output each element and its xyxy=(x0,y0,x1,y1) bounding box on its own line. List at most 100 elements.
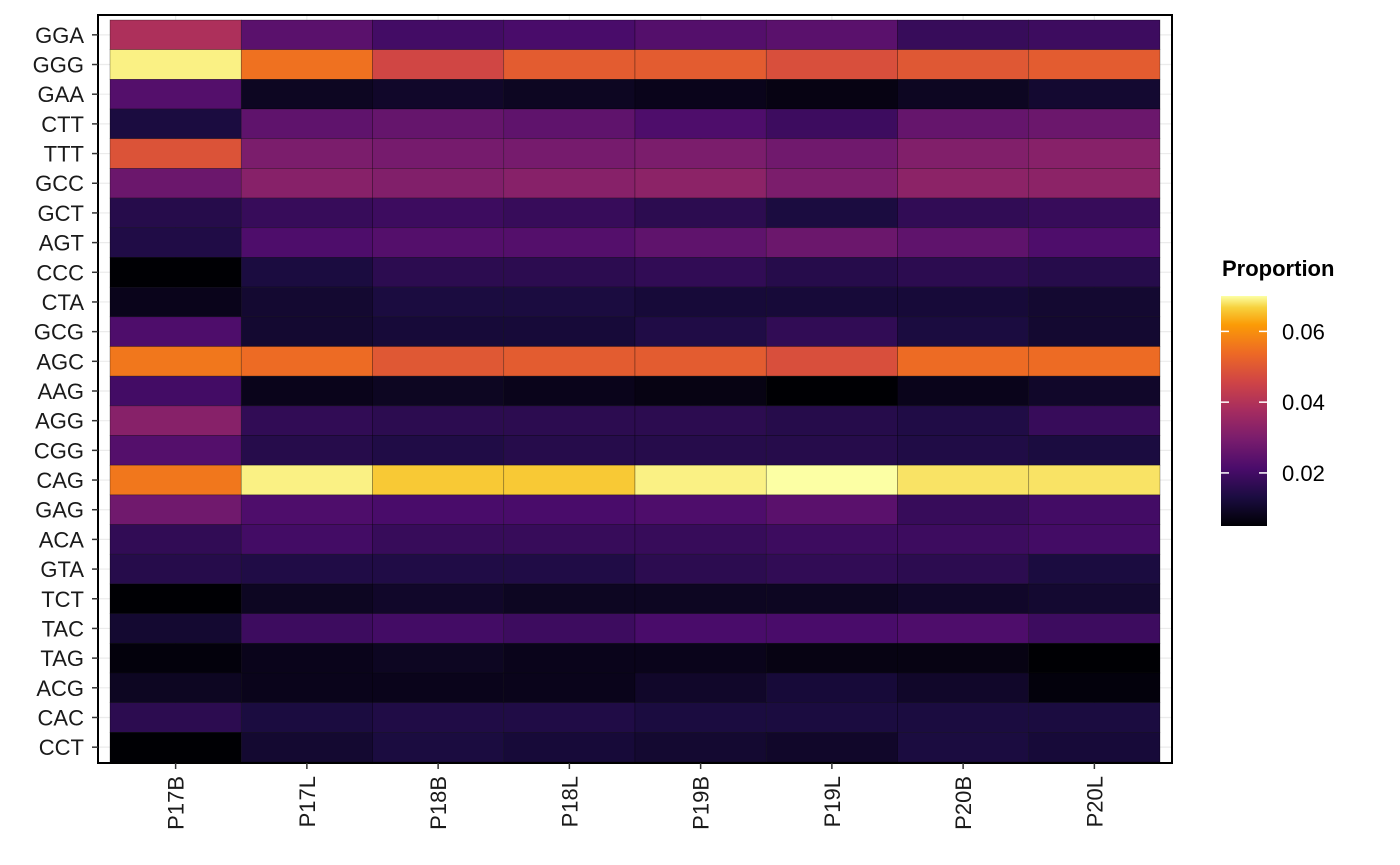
heatmap-cell xyxy=(634,168,767,199)
heatmap-cell xyxy=(240,19,373,50)
heatmap-cell xyxy=(372,316,505,347)
heatmap-cell xyxy=(109,108,242,140)
heatmap-cell xyxy=(897,375,1030,407)
heatmap-cell xyxy=(372,108,505,140)
heatmap-cell xyxy=(240,583,373,614)
colorbar-ticks: 0.02 0.04 0.06 xyxy=(1221,319,1325,486)
heatmap-cell xyxy=(765,108,898,140)
heatmap-cell xyxy=(897,138,1030,169)
heatmap-cell xyxy=(503,316,636,347)
colorbar-tick-label: 0.02 xyxy=(1282,461,1325,486)
heatmap-cell xyxy=(765,672,898,703)
heatmap-cell xyxy=(240,316,373,347)
heatmap-cell xyxy=(372,732,505,763)
heatmap-cell xyxy=(634,672,767,703)
heatmap-cell xyxy=(240,672,373,703)
heatmap-cell xyxy=(109,553,242,585)
heatmap-cell xyxy=(372,197,505,229)
heatmap-cell xyxy=(897,553,1030,585)
heatmap-cell xyxy=(897,494,1030,525)
heatmap-cell xyxy=(109,138,242,169)
y-tick-label: ACA xyxy=(39,527,85,552)
heatmap-cell xyxy=(503,435,636,466)
heatmap-cell xyxy=(634,286,767,318)
heatmap-cell xyxy=(109,79,242,110)
heatmap-cell xyxy=(503,257,636,288)
heatmap-cell xyxy=(109,583,242,614)
heatmap-cell xyxy=(503,405,636,436)
heatmap-cell xyxy=(503,702,636,733)
y-tick-label: CCT xyxy=(39,735,84,760)
heatmap-cell xyxy=(109,672,242,703)
heatmap-cell xyxy=(240,49,373,80)
heatmap-cell xyxy=(503,642,636,674)
y-tick-label: AAG xyxy=(38,379,84,404)
heatmap-cell xyxy=(503,732,636,763)
heatmap-cell xyxy=(240,346,373,377)
heatmap-cell xyxy=(897,168,1030,199)
heatmap-cell xyxy=(897,464,1030,496)
colorbar-title: Proportion xyxy=(1222,256,1334,281)
y-tick-label: TAC xyxy=(42,616,84,641)
y-tick-label: TAG xyxy=(40,646,84,671)
heatmap-cell xyxy=(109,494,242,525)
heatmap-cell xyxy=(765,583,898,614)
heatmap-cell xyxy=(897,316,1030,347)
heatmap-cell xyxy=(109,464,242,496)
heatmap-cell xyxy=(897,435,1030,466)
heatmap-cell xyxy=(765,732,898,763)
heatmap-cell xyxy=(372,494,505,525)
heatmap-cell xyxy=(1028,227,1161,258)
heatmap-cell xyxy=(634,435,767,466)
heatmap-cell xyxy=(765,702,898,733)
heatmap-cell xyxy=(1028,286,1161,318)
heatmap-cell xyxy=(503,138,636,169)
heatmap-cell xyxy=(109,346,242,377)
heatmap-cell xyxy=(634,613,767,644)
heatmap-cell xyxy=(240,138,373,169)
colorbar-tick-label: 0.06 xyxy=(1282,319,1325,344)
heatmap-cell xyxy=(109,168,242,199)
heatmap-cell xyxy=(897,49,1030,80)
heatmap-cell xyxy=(634,732,767,763)
heatmap-cell xyxy=(372,257,505,288)
heatmap-cell xyxy=(1028,464,1161,496)
colorbar-tick-label: 0.04 xyxy=(1282,390,1325,415)
heatmap-cell xyxy=(503,346,636,377)
heatmap-cell xyxy=(1028,257,1161,288)
y-tick-label: AGG xyxy=(35,409,84,434)
heatmap-cell xyxy=(765,346,898,377)
heatmap-cell xyxy=(765,613,898,644)
heatmap-cell xyxy=(109,613,242,644)
heatmap-cell xyxy=(240,702,373,733)
heatmap-cell xyxy=(503,79,636,110)
heatmap-cell xyxy=(634,494,767,525)
y-tick-label: GCG xyxy=(34,320,84,345)
heatmap-cell xyxy=(765,138,898,169)
heatmap-cell xyxy=(503,524,636,555)
heatmap-cell xyxy=(897,642,1030,674)
heatmap-cell xyxy=(634,108,767,140)
y-tick-label: AGC xyxy=(36,349,84,374)
heatmap-cell xyxy=(634,79,767,110)
heatmap-cell xyxy=(1028,168,1161,199)
heatmap-cell xyxy=(1028,346,1161,377)
y-tick-label: ACG xyxy=(36,676,84,701)
heatmap-cell xyxy=(109,375,242,407)
heatmap-cell xyxy=(634,553,767,585)
heatmap-cell xyxy=(372,702,505,733)
heatmap-cell xyxy=(897,108,1030,140)
heatmap-cell xyxy=(240,197,373,229)
heatmap-cell xyxy=(503,197,636,229)
colorbar-legend: Proportion 0.02 0.04 0.06 xyxy=(1221,256,1334,526)
colorbar-gradient xyxy=(1221,296,1267,526)
heatmap-cell xyxy=(372,49,505,80)
heatmap-cell xyxy=(1028,702,1161,733)
heatmap-cell xyxy=(240,286,373,318)
heatmap-cell xyxy=(372,375,505,407)
heatmap-cell xyxy=(765,197,898,229)
heatmap-cell xyxy=(503,494,636,525)
heatmap-cell xyxy=(240,257,373,288)
heatmap-cell xyxy=(897,19,1030,50)
heatmap-cell xyxy=(634,138,767,169)
